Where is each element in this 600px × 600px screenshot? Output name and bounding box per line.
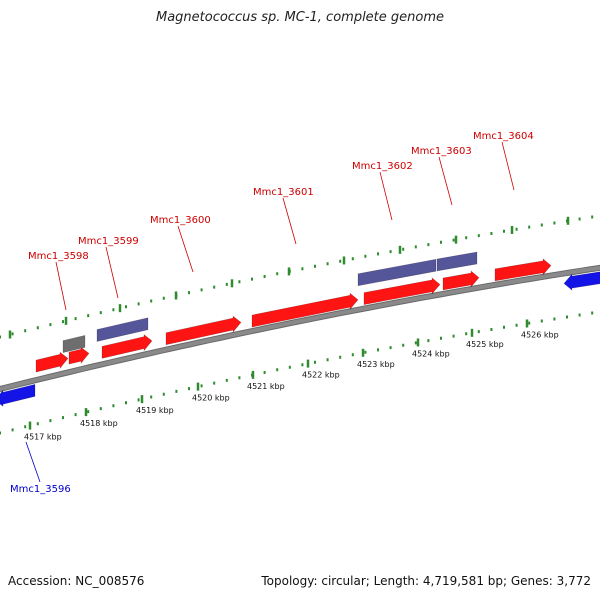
genome-summary-text: Topology: circular; Length: 4,719,581 bp… (261, 574, 591, 588)
gene-arrow (35, 351, 69, 373)
gene-label: Mmc1_3598 (28, 251, 89, 262)
tick-label: 4520 kbp (192, 394, 230, 403)
tick-label: 4525 kbp (466, 340, 504, 349)
label-leader-line (105, 246, 119, 299)
tick-label: 4522 kbp (302, 371, 340, 380)
gene-arrow (363, 277, 441, 305)
tick-label: 4519 kbp (136, 406, 174, 415)
tick-label: 4517 kbp (24, 433, 62, 442)
gene-arrow (494, 258, 552, 282)
label-leader-line (501, 141, 515, 191)
gene-arrow (251, 292, 359, 328)
label-leader-line (55, 261, 67, 311)
label-leader-line (25, 441, 41, 483)
gene-label: Mmc1_3601 (253, 187, 314, 198)
feature-block (357, 258, 437, 287)
outer-tick-rail (0, 215, 594, 339)
gene-arrow-reverse (0, 383, 36, 407)
feature-block (436, 251, 478, 272)
gene-label: Mmc1_3599 (78, 236, 139, 247)
label-leader-line (282, 197, 297, 245)
map-title: Magnetococcus sp. MC-1, complete genome (155, 10, 445, 25)
gene-label: Mmc1_3596 (10, 484, 71, 495)
gene-label: Mmc1_3602 (352, 161, 413, 172)
gene-arrow (101, 334, 153, 359)
feature-block-gray (62, 334, 86, 353)
tick-label: 4524 kbp (412, 349, 450, 358)
tick-label: 4518 kbp (80, 419, 118, 428)
feature-block (96, 317, 149, 342)
accession-text: Accession: NC_008576 (8, 574, 145, 588)
backbone (0, 265, 600, 392)
gene-arrow (165, 315, 242, 346)
label-leader-line (177, 225, 194, 273)
gene-label: Mmc1_3604 (473, 131, 534, 142)
backbone-shadow (0, 264, 600, 393)
gene-arrow (68, 346, 90, 365)
label-leader-line (379, 171, 393, 221)
tick-label: 4526 kbp (521, 330, 559, 339)
gene-label: Mmc1_3603 (411, 146, 472, 157)
label-leader-line (438, 156, 453, 206)
gene-label: Mmc1_3600 (150, 215, 211, 226)
tick-label: 4521 kbp (247, 382, 285, 391)
inner-tick-rail (0, 311, 594, 435)
gene-arrow (442, 270, 480, 291)
tick-label: 4523 kbp (357, 360, 395, 369)
